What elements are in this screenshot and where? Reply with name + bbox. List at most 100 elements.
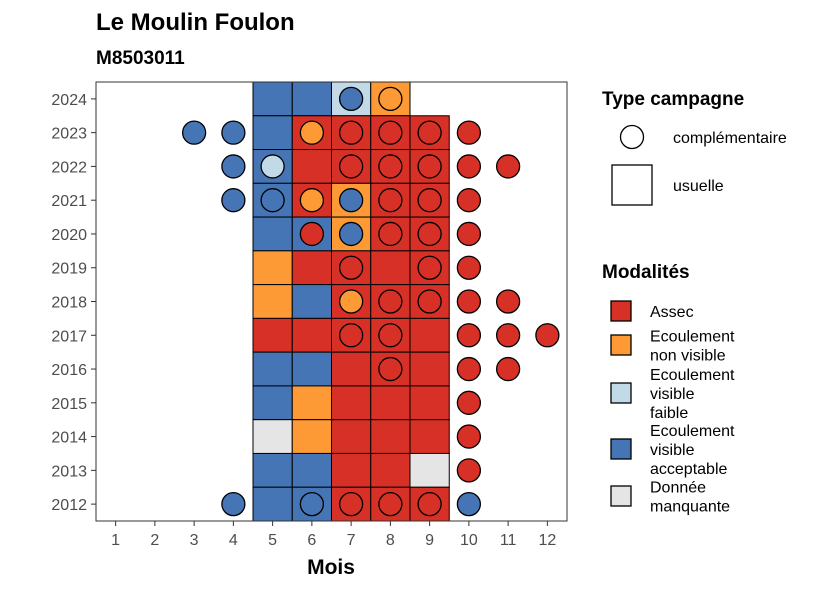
- tile-square: [252, 486, 293, 522]
- point-circle: [299, 221, 325, 247]
- point-circle: [299, 491, 325, 517]
- point-circle: [378, 491, 403, 517]
- y-tick-label: 2016: [51, 362, 87, 379]
- point-circle: [338, 289, 364, 314]
- tile-square: [252, 115, 293, 151]
- point-circle: [456, 188, 482, 213]
- tile-square: [370, 452, 411, 488]
- point-circle: [378, 323, 403, 348]
- x-tick-label: 3: [190, 532, 199, 549]
- point-circle: [378, 356, 403, 382]
- point-circle: [417, 221, 442, 247]
- tile-square: [291, 452, 332, 488]
- x-tick-label: 7: [347, 532, 356, 549]
- plot-area: 1 2 3 4 5 6 7 8 9 10 11 122012201320142015201620172…: [51, 81, 568, 549]
- point-circle: [417, 491, 442, 517]
- point-circle: [260, 154, 285, 179]
- legend-shape-label: complémentaire: [673, 130, 787, 147]
- point-circle: [456, 255, 482, 280]
- chart-subtitle: M8503011: [96, 48, 185, 69]
- tile-square: [252, 317, 293, 353]
- tile-square: [291, 385, 332, 421]
- legend-shape-label: usuelle: [673, 178, 724, 195]
- tile-square: [291, 419, 332, 454]
- tile-square: [409, 317, 450, 353]
- tile-square: [252, 419, 293, 454]
- x-axis-label: Mois: [307, 556, 355, 579]
- point-circle: [299, 120, 325, 145]
- point-circle: [181, 120, 207, 145]
- legend-fill-label: non visible: [650, 348, 726, 365]
- point-circle: [417, 120, 442, 145]
- legend-fill-key-manq: [610, 485, 632, 507]
- x-tick-label: 8: [386, 532, 395, 549]
- point-circle: [338, 221, 364, 247]
- tile-square: [252, 81, 293, 117]
- tile-square: [252, 250, 293, 286]
- y-tick-label: 2024: [51, 92, 87, 109]
- point-circle: [456, 154, 482, 179]
- y-tick-label: 2013: [51, 463, 87, 480]
- tile-square: [252, 284, 293, 319]
- legend-fill-label: Ecoulement: [650, 329, 735, 346]
- legend-type-campagne: Type campagne complémentaire usuelle: [602, 89, 787, 206]
- tile-square: [331, 351, 372, 387]
- tile-square: [409, 385, 450, 421]
- point-circle: [338, 491, 364, 517]
- tile-square: [331, 452, 372, 488]
- point-circle: [456, 120, 482, 145]
- x-tick-label: 10: [460, 532, 478, 549]
- tile-square: [409, 351, 450, 387]
- point-circle: [456, 390, 482, 415]
- point-circle: [338, 86, 364, 112]
- y-tick-label: 2012: [51, 497, 87, 514]
- point-circle: [417, 188, 442, 213]
- legend-fill-key-accept: [610, 438, 632, 460]
- point-circle: [378, 188, 403, 213]
- point-circle: [299, 188, 325, 213]
- tile-square: [291, 149, 332, 184]
- tile-square: [291, 317, 332, 353]
- x-tick-label: 11: [500, 532, 517, 549]
- tile-square: [252, 385, 293, 421]
- point-circle: [338, 120, 364, 145]
- legend-fill-label: acceptable: [650, 461, 727, 478]
- chart-title: Le Moulin Foulon: [96, 9, 295, 36]
- point-circle: [221, 120, 246, 145]
- point-circle: [456, 289, 482, 314]
- tile-square: [370, 385, 411, 421]
- x-tick-label: 4: [229, 532, 238, 549]
- legend-fill-label: faible: [650, 405, 688, 422]
- point-circle: [338, 154, 364, 179]
- point-circle: [260, 188, 285, 213]
- point-circle: [456, 458, 482, 483]
- point-circle: [535, 323, 560, 348]
- y-tick-label: 2018: [51, 295, 87, 312]
- point-circle: [456, 491, 482, 517]
- tile-square: [291, 351, 332, 387]
- legend-shape-title: Type campagne: [602, 89, 744, 110]
- point-circle: [495, 356, 521, 382]
- tile-square: [370, 419, 411, 454]
- point-circle: [221, 188, 246, 213]
- tile-square: [291, 284, 332, 319]
- point-circle: [378, 289, 403, 314]
- y-tick-label: 2017: [51, 328, 87, 345]
- legend-circle-key: [619, 124, 645, 150]
- legend-modalites: Modalités Assec Ecoulement non visible Ecou…: [602, 262, 735, 516]
- point-circle: [221, 491, 246, 517]
- legend-fill-label: Ecoulement: [650, 367, 735, 384]
- point-circle: [495, 154, 521, 179]
- point-circle: [221, 154, 246, 179]
- y-tick-label: 2022: [51, 159, 87, 176]
- point-circle: [338, 255, 364, 280]
- point-circle: [456, 424, 482, 449]
- x-tick-label: 1: [111, 532, 120, 549]
- point-circle: [417, 255, 442, 280]
- legend-fill-label: Ecoulement: [650, 423, 735, 440]
- x-tick-label: 2: [150, 532, 159, 549]
- point-circle: [338, 188, 364, 213]
- tile-square: [331, 385, 372, 421]
- y-tick-label: 2020: [51, 227, 87, 244]
